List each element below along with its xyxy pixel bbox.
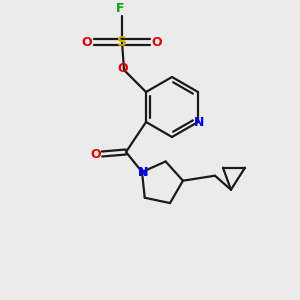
Text: N: N: [194, 116, 204, 128]
Text: N: N: [138, 167, 148, 179]
Text: F: F: [116, 2, 124, 16]
Text: S: S: [117, 35, 127, 49]
Text: O: O: [152, 35, 162, 49]
Text: O: O: [91, 148, 101, 160]
Text: N: N: [138, 167, 148, 179]
Text: O: O: [118, 61, 128, 74]
Text: O: O: [82, 35, 92, 49]
